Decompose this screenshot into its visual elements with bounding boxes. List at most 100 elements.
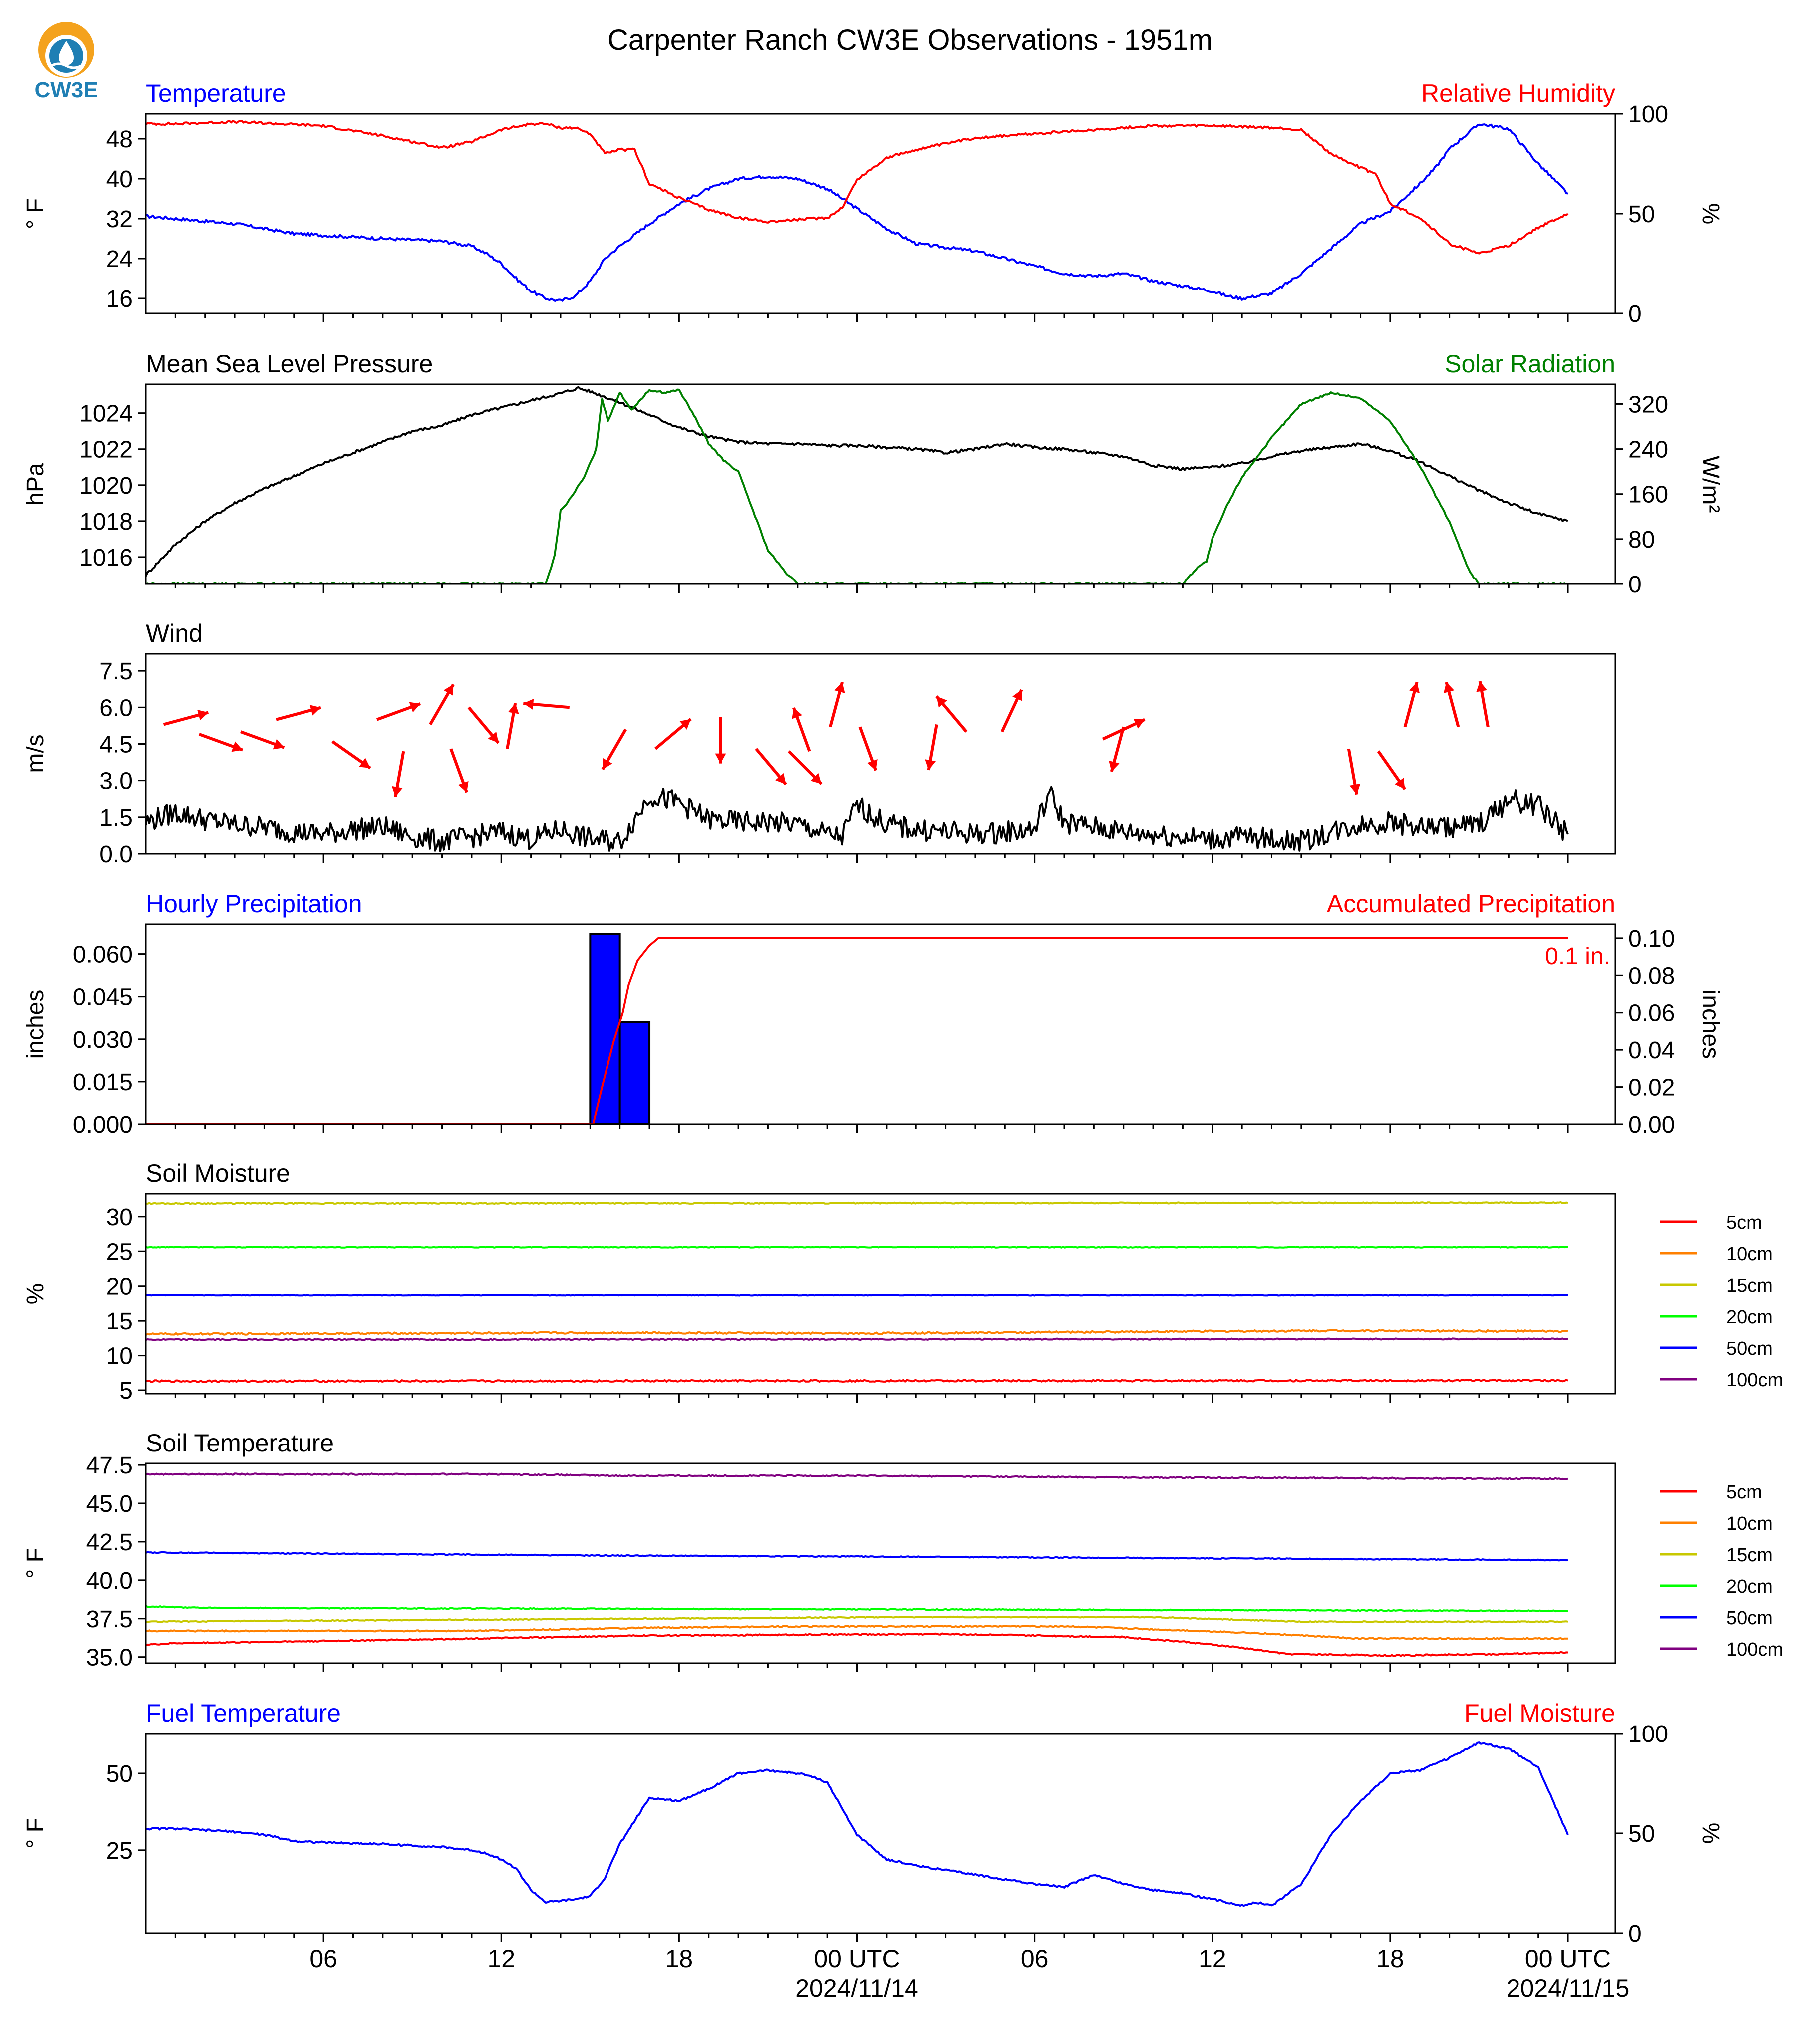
- series-15cm: [146, 1201, 1568, 1205]
- time-tick-label: 06: [1021, 1945, 1049, 1973]
- ytick-label-right: 0.00: [1628, 1112, 1675, 1138]
- cw3e-logo: CW3E: [34, 22, 98, 102]
- wind-arrow-head: [309, 705, 321, 716]
- legend-label: 50cm: [1726, 1338, 1773, 1359]
- wind-arrow: [829, 681, 845, 728]
- time-tick-label: 00 UTC: [1525, 1945, 1611, 1973]
- wind-arrow: [376, 702, 421, 721]
- ytick-label-right: 0.10: [1628, 926, 1675, 952]
- wind-arrow: [1347, 748, 1361, 795]
- ytick-label-right: 320: [1628, 391, 1668, 418]
- panel-frame: [145, 923, 1616, 1125]
- wind-arrow-head: [1409, 682, 1420, 693]
- accumulated-annotation: 0.1 in.: [1545, 943, 1610, 970]
- wind-arrow: [429, 683, 455, 725]
- wind-arrow-head: [1109, 760, 1120, 772]
- series-20cm: [146, 1605, 1568, 1613]
- ytick-label-left: 10: [106, 1343, 133, 1370]
- wind-arrow: [1000, 689, 1023, 733]
- ylabel-right: %: [1697, 203, 1724, 225]
- wind-arrow-head: [273, 739, 285, 750]
- wind-arrow-head: [231, 741, 243, 752]
- ytick-label-left: 40: [106, 166, 133, 193]
- wind-arrow-head: [1133, 718, 1145, 729]
- ytick-label-left: 1018: [79, 509, 133, 535]
- legend-label: 20cm: [1726, 1576, 1773, 1597]
- panel-title-left: Mean Sea Level Pressure: [146, 350, 433, 378]
- ytick-label-left: 7.5: [99, 658, 133, 685]
- wind-arrow: [1109, 726, 1125, 772]
- legend-item: 5cm: [1660, 1482, 1762, 1503]
- panel-frame: [145, 653, 1616, 855]
- wind-arrow-head: [391, 786, 403, 797]
- wind-arrow-head: [1476, 681, 1487, 692]
- wind-arrow-head: [679, 719, 691, 730]
- wind-arrow-head: [488, 732, 499, 743]
- series-5cm: [146, 1632, 1568, 1657]
- series-5cm: [146, 1379, 1568, 1383]
- panel-title-right: Relative Humidity: [1421, 79, 1615, 107]
- wind-arrow: [654, 718, 692, 750]
- legend-label: 10cm: [1726, 1513, 1773, 1534]
- legend-label: 50cm: [1726, 1608, 1773, 1629]
- ytick-label-left: 24: [106, 246, 133, 273]
- legend-item: 20cm: [1660, 1576, 1773, 1597]
- time-tick-label: 00 UTC: [814, 1945, 900, 1973]
- wind-arrow-head: [775, 773, 786, 785]
- panel-title-left: Hourly Precipitation: [146, 890, 362, 918]
- wind-arrow-head: [936, 696, 947, 708]
- series-100cm: [146, 1337, 1568, 1341]
- series-50cm: [146, 1551, 1568, 1562]
- series-temperature: [146, 123, 1568, 302]
- ytick-label-right: 0.06: [1628, 1000, 1675, 1027]
- panel-wind: Wind 0.0 1.5 3.0 4.5 6.0 7.5 m/s: [22, 619, 1616, 868]
- wind-arrow-head: [810, 773, 822, 784]
- time-tick-label: 12: [487, 1945, 515, 1973]
- wind-arrow-head: [1012, 689, 1023, 701]
- panel-frame: [145, 1462, 1616, 1664]
- ytick-label-left: 0.000: [73, 1112, 133, 1138]
- ylabel-left: ° F: [22, 198, 49, 229]
- ytick-label-left: 47.5: [86, 1452, 133, 1479]
- time-date-label: 2024/11/15: [1507, 1974, 1630, 2002]
- legend-item: 5cm: [1660, 1212, 1762, 1233]
- panel-frame: [145, 383, 1616, 585]
- ylabel-left: %: [22, 1283, 49, 1305]
- legend-item: 100cm: [1660, 1639, 1783, 1660]
- ytick-label-right: 160: [1628, 482, 1668, 508]
- figure-title: Carpenter Ranch CW3E Observations - 1951…: [607, 24, 1213, 56]
- panel-hourly-precipitation: Hourly Precipitation Accumulated Precipit…: [22, 890, 1724, 1138]
- legend-label: 10cm: [1726, 1244, 1773, 1265]
- ytick-label-left: 5: [119, 1378, 133, 1404]
- wind-arrow-head: [523, 699, 534, 710]
- plot-area: [146, 1741, 1569, 1907]
- wind-arrow: [792, 707, 811, 752]
- ytick-label-right: 0: [1628, 1921, 1642, 1947]
- wind-arrow-head: [834, 682, 845, 693]
- series-wind: [146, 786, 1569, 853]
- ylabel-right: %: [1697, 1823, 1724, 1844]
- wind-arrow-head: [792, 707, 802, 719]
- wind-arrow: [787, 750, 823, 785]
- ytick-label-right: 0: [1628, 301, 1642, 327]
- wind-arrow: [449, 748, 469, 793]
- ytick-label-left: 0.015: [73, 1069, 133, 1096]
- legend: 5cm 10cm 15cm 20cm 50cm 100cm: [1660, 1212, 1783, 1391]
- wind-arrow: [1443, 681, 1460, 728]
- wind-arrow: [276, 705, 321, 721]
- wind-arrow: [198, 733, 244, 752]
- ytick-label-right: 50: [1628, 1821, 1655, 1847]
- panel-frame: [145, 1193, 1616, 1395]
- legend-item: 10cm: [1660, 1244, 1773, 1265]
- wind-arrow-head: [1394, 778, 1405, 790]
- series-solar-radiation: [146, 388, 1568, 584]
- time-tick-label: 12: [1199, 1945, 1226, 1973]
- ytick-label-left: 25: [106, 1838, 133, 1864]
- ytick-label-left: 30: [106, 1204, 133, 1231]
- legend-label: 100cm: [1726, 1639, 1783, 1660]
- ytick-label-left: 50: [106, 1761, 133, 1787]
- legend: 5cm 10cm 15cm 20cm 50cm 100cm: [1660, 1482, 1783, 1660]
- ytick-label-left: 48: [106, 126, 133, 153]
